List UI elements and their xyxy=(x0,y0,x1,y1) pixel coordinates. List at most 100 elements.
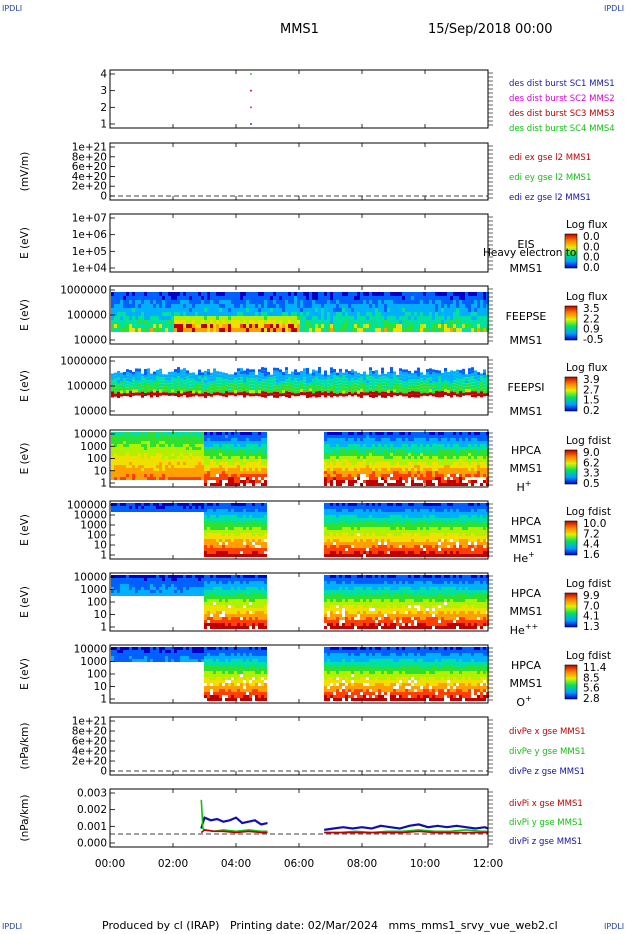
feepsi-cell xyxy=(291,389,294,393)
hpca_he-cell xyxy=(123,506,126,509)
hpca_h-cell xyxy=(477,465,480,468)
feepsi-cell xyxy=(420,390,423,394)
hpca_h-cell xyxy=(420,432,423,435)
feepse-cell xyxy=(438,316,441,320)
hpca_h-cell xyxy=(246,480,249,483)
feepse-cell xyxy=(444,300,447,304)
feepsi-cell xyxy=(429,374,432,378)
hpca_h-cell xyxy=(345,468,348,471)
hpca_h-cell xyxy=(177,474,180,477)
hpca_he-cell xyxy=(360,503,363,506)
feepsi-cell xyxy=(408,394,411,398)
feepse-cell xyxy=(234,316,237,320)
feepsi-cell xyxy=(399,380,402,384)
hpca_h-cell xyxy=(480,465,483,468)
feepsi-cell xyxy=(231,380,234,384)
hpca_he-cell xyxy=(249,524,252,527)
hpca_h-cell xyxy=(159,432,162,435)
feepsi-cell xyxy=(324,379,327,383)
feepsi-cell xyxy=(150,388,153,392)
feepsi-cell xyxy=(345,375,348,379)
feepsi-cell xyxy=(216,383,219,387)
hpca_he-cell xyxy=(237,542,240,545)
feepse-cell xyxy=(399,324,402,328)
feepsi-cell xyxy=(384,388,387,392)
hpca_h-cell xyxy=(243,465,246,468)
feepse-cell xyxy=(258,328,261,332)
hpca_he-cell xyxy=(330,512,333,515)
hpca_he-cell xyxy=(339,548,342,551)
feepse-cell xyxy=(270,324,273,328)
feepse-cell xyxy=(273,292,276,296)
hpca_h-cell xyxy=(474,447,477,450)
feepse-cell xyxy=(414,324,417,328)
hpca_he-cell xyxy=(111,509,114,512)
feepse-cell xyxy=(249,308,252,312)
feepse-cell xyxy=(306,324,309,328)
feepse-cell xyxy=(135,296,138,300)
feepse-cell xyxy=(225,324,228,328)
hpca_he-cell xyxy=(378,548,381,551)
hpca_he-cell xyxy=(168,509,171,512)
hpca_h-cell xyxy=(120,450,123,453)
hpca_h-cell xyxy=(240,450,243,453)
hpca_h-cell xyxy=(372,456,375,459)
feepsi-cell xyxy=(177,367,180,371)
feepsi-cell xyxy=(345,390,348,394)
hpca_h-cell xyxy=(480,483,483,486)
hpca_h-cell xyxy=(429,447,432,450)
feepsi-cell xyxy=(138,371,141,375)
hpca_he-cell xyxy=(243,521,246,524)
feepsi-cell xyxy=(420,372,423,376)
hpca_he-cell xyxy=(369,536,372,539)
hpca_h-cell xyxy=(438,471,441,474)
hpca_h-cell xyxy=(396,453,399,456)
hpca_he-cell xyxy=(210,530,213,533)
feepsi-cell xyxy=(294,378,297,382)
feepse-cell xyxy=(462,328,465,332)
feepse-cell xyxy=(483,296,486,300)
hpca_h-cell xyxy=(408,468,411,471)
hpca_h-cell xyxy=(330,441,333,444)
hpca_h-cell xyxy=(327,474,330,477)
hpca_h-cell xyxy=(156,471,159,474)
feepsi-cell xyxy=(438,379,441,383)
hpca_he-cell xyxy=(354,512,357,515)
feepse-cell xyxy=(471,308,474,312)
hpca_h-cell xyxy=(354,474,357,477)
hpca_h-cell xyxy=(330,444,333,447)
feepsi-cell xyxy=(381,388,384,392)
feepsi-cell xyxy=(246,389,249,393)
hpca_h-cell xyxy=(141,444,144,447)
hpca_h-cell xyxy=(393,453,396,456)
feepse-cell xyxy=(228,320,231,324)
feepsi-cell xyxy=(360,382,363,386)
feepsi-cell xyxy=(261,370,264,374)
feepse-cell xyxy=(258,300,261,304)
hpca_h-cell xyxy=(186,447,189,450)
hpca_he-cell xyxy=(372,530,375,533)
hpca_h-cell xyxy=(369,465,372,468)
feepse-cell xyxy=(300,300,303,304)
hpca_h-cell xyxy=(261,477,264,480)
feepse-cell xyxy=(360,296,363,300)
feepsi-cell xyxy=(276,385,279,389)
feepse-cell xyxy=(225,292,228,296)
hpca_h-cell xyxy=(363,438,366,441)
hpca_he-cell xyxy=(219,539,222,542)
feepse-cell xyxy=(165,296,168,300)
hpca_h-cell xyxy=(150,465,153,468)
hpca_h-cell xyxy=(399,471,402,474)
feepsi-cell xyxy=(477,390,480,394)
feepse-cell xyxy=(462,324,465,328)
feepse-cell xyxy=(147,328,150,332)
feepse-cell xyxy=(177,308,180,312)
feepse-cell xyxy=(366,308,369,312)
hpca_h-cell xyxy=(426,453,429,456)
hpca_he-cell xyxy=(219,521,222,524)
feepsi-cell xyxy=(414,370,417,374)
feepse-cell xyxy=(324,312,327,316)
hpca_h-cell xyxy=(144,465,147,468)
hpca_h-cell xyxy=(351,453,354,456)
hpca_h-cell xyxy=(243,444,246,447)
